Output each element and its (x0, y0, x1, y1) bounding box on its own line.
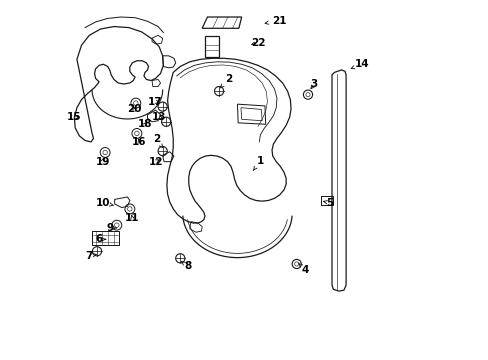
Text: 9: 9 (106, 223, 116, 233)
Text: 16: 16 (132, 137, 146, 147)
Text: 21: 21 (264, 15, 286, 26)
Text: 18: 18 (138, 119, 152, 129)
Text: 12: 12 (148, 157, 163, 167)
Text: 3: 3 (310, 79, 317, 89)
Text: 19: 19 (95, 157, 110, 167)
Text: 15: 15 (67, 112, 81, 122)
Text: 6: 6 (95, 234, 105, 244)
Text: 11: 11 (125, 213, 139, 223)
Text: 22: 22 (250, 38, 264, 48)
Text: 13: 13 (152, 112, 166, 122)
Text: 17: 17 (148, 97, 163, 107)
Text: 1: 1 (253, 156, 264, 171)
Text: 5: 5 (323, 198, 333, 208)
Text: 8: 8 (181, 261, 191, 271)
Text: 20: 20 (127, 104, 142, 114)
Text: 10: 10 (95, 198, 113, 208)
Bar (92, 231, 118, 245)
Text: 7: 7 (85, 251, 96, 261)
Text: 2: 2 (220, 75, 232, 88)
Text: 4: 4 (298, 263, 308, 275)
Text: 14: 14 (350, 59, 368, 69)
Bar (204, 36, 219, 57)
Text: 2: 2 (152, 134, 163, 148)
